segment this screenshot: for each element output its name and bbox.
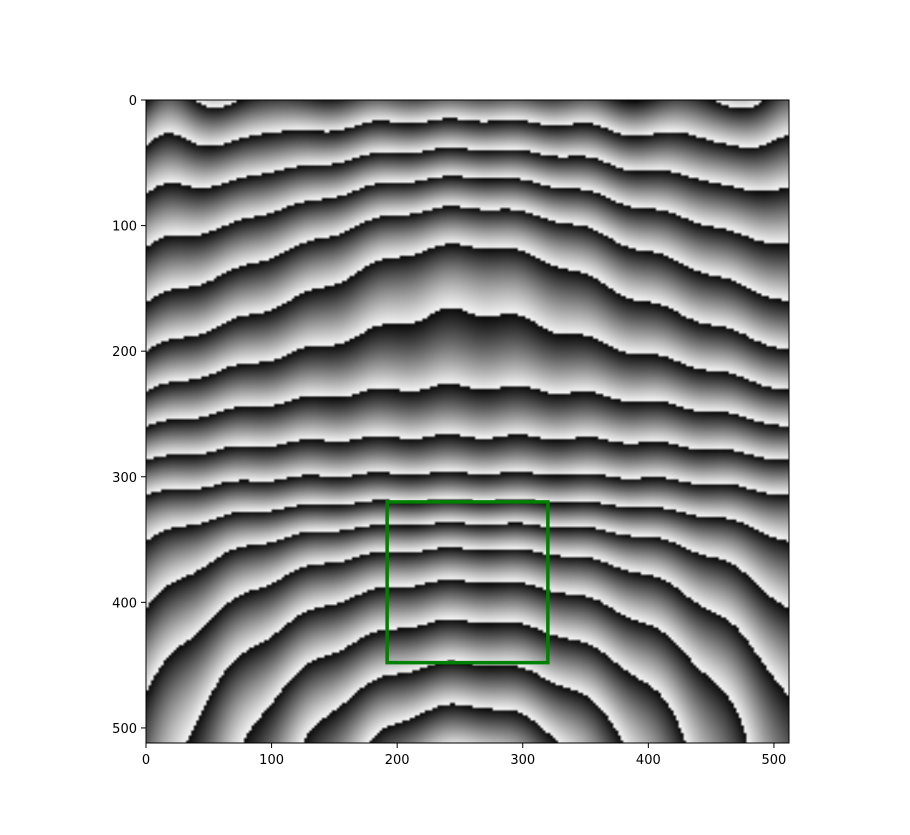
x-tick-label: 300 bbox=[510, 753, 535, 768]
y-tick-label: 100 bbox=[112, 220, 137, 235]
roi-rectangle bbox=[385, 500, 550, 665]
y-tick-label: 400 bbox=[112, 596, 137, 611]
y-tick-label: 200 bbox=[112, 345, 137, 360]
y-tick-label: 300 bbox=[112, 471, 137, 486]
x-tick-label: 400 bbox=[636, 753, 661, 768]
x-tick-label: 0 bbox=[142, 753, 150, 768]
y-axis: 0 100 200 300 400 500 bbox=[112, 94, 146, 737]
x-tick-label: 100 bbox=[259, 753, 284, 768]
plot-area bbox=[146, 100, 789, 743]
annotations bbox=[385, 500, 550, 665]
axes-frame bbox=[145, 99, 790, 744]
fringe-heatmap bbox=[146, 100, 789, 743]
x-tick-label: 500 bbox=[762, 753, 787, 768]
y-tick-label: 0 bbox=[129, 94, 137, 109]
x-tick-label: 200 bbox=[385, 753, 410, 768]
x-axis: 0 100 200 300 400 500 bbox=[142, 743, 786, 768]
y-tick-label: 500 bbox=[112, 722, 137, 737]
